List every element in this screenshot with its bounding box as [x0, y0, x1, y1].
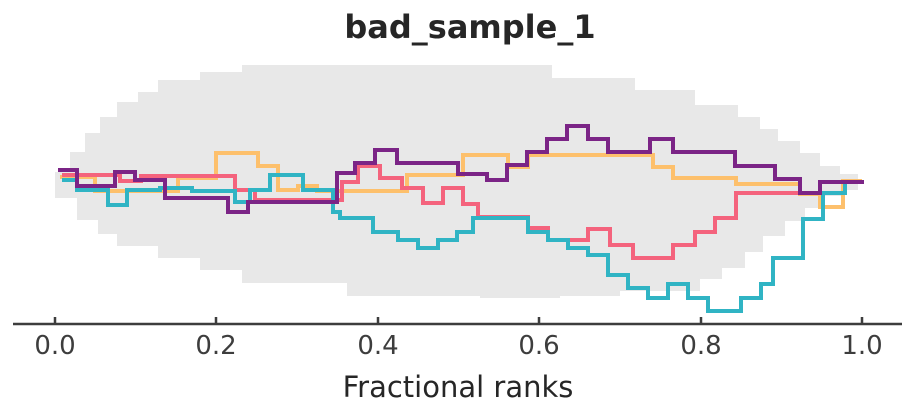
x-tick-label-0.4: 0.4	[357, 331, 399, 361]
x-tick-label-1.0: 1.0	[841, 331, 883, 361]
chain-cyan-line	[62, 173, 862, 313]
chain-purple-line	[58, 124, 864, 214]
confidence-envelope	[55, 65, 858, 298]
x-tick-label-0.8: 0.8	[680, 331, 722, 361]
chain-pink-line	[62, 164, 862, 260]
x-axis-label: Fractional ranks	[342, 370, 574, 404]
chart-title: bad_sample_1	[344, 8, 596, 46]
x-tick-label-0.0: 0.0	[34, 331, 76, 361]
x-tick-label-0.2: 0.2	[195, 331, 237, 361]
x-tick-label-0.6: 0.6	[518, 331, 560, 361]
